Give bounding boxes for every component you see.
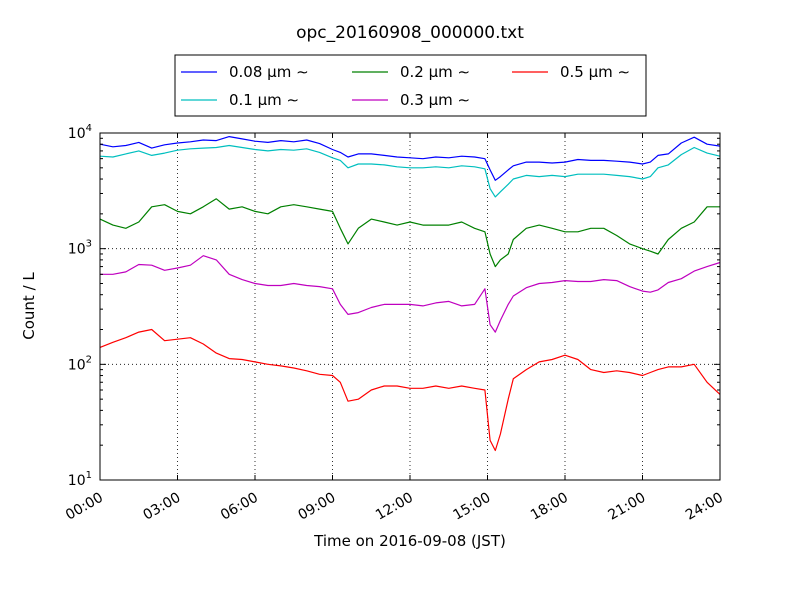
legend-label-2: 0.1 μm ∼ bbox=[229, 91, 299, 109]
legend-label-3: 0.2 μm ∼ bbox=[400, 63, 470, 81]
series-line-4 bbox=[100, 255, 721, 333]
series-line-5 bbox=[99, 328, 721, 452]
chart-title: opc_20160908_000000.txt bbox=[296, 23, 524, 43]
grid bbox=[100, 133, 720, 480]
x-axis-label: Time on 2016-09-08 (JST) bbox=[313, 532, 506, 550]
legend-label-4: 0.3 μm ∼ bbox=[400, 91, 470, 109]
y-tick-labels: 101 102 103 104 bbox=[68, 123, 92, 489]
legend-label-5: 0.5 μm ∼ bbox=[560, 63, 630, 81]
y-tick-label: 101 bbox=[68, 470, 92, 489]
axis-ticks bbox=[99, 132, 721, 481]
y-tick-label: 104 bbox=[68, 123, 92, 142]
legend-label-1: 0.08 μm ∼ bbox=[229, 63, 309, 81]
series-line-2 bbox=[99, 144, 721, 198]
y-axis-label: Count / L bbox=[20, 272, 38, 340]
series-line-1 bbox=[99, 136, 721, 181]
legend: 0.08 μm ∼ 0.1 μm ∼ 0.2 μm ∼ 0.3 μm ∼ 0.5 μm … bbox=[174, 54, 647, 117]
series-line-3 bbox=[99, 198, 720, 268]
series-lines bbox=[99, 136, 721, 452]
y-tick-label: 102 bbox=[68, 354, 92, 373]
y-tick-label: 103 bbox=[68, 239, 92, 258]
legend-box bbox=[174, 54, 647, 117]
